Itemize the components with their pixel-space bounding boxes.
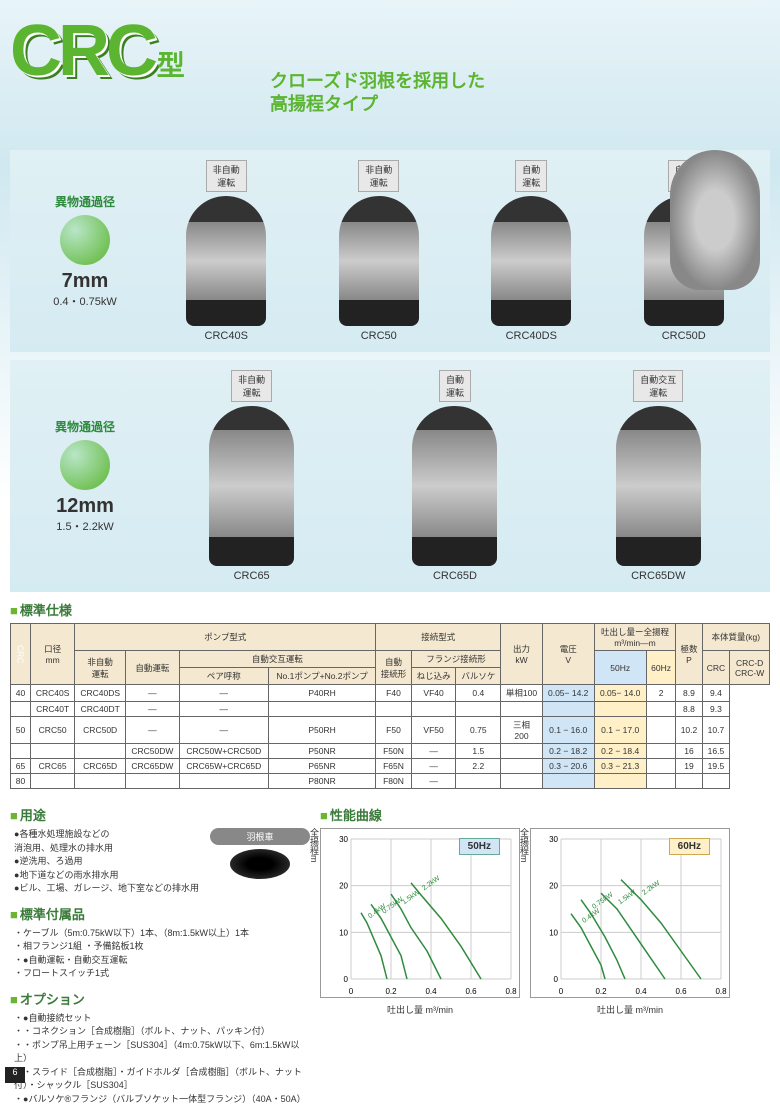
chart-60Hz: 全揚程m 00.20.40.60.801020300.4kW0.75kW1.5k… (530, 828, 730, 1016)
product-label: 自動運転 (515, 160, 547, 192)
spec-badge-12mm: 異物通過径 12mm 1.5・2.2kW (20, 418, 150, 534)
spec-heading: 標準仕様 (10, 600, 770, 619)
product-name: CRC50 (319, 330, 439, 342)
svg-text:0: 0 (349, 987, 354, 996)
product-label: 非自動運転 (206, 160, 247, 192)
crc-mascot-icon (670, 150, 760, 290)
product-name: CRC65DW (598, 570, 718, 582)
charts-title: 性能曲線 (320, 805, 770, 824)
products-row-2: 非自動運転 CRC65 自動運転 CRC65D 自動交互運転 CRC65DW (150, 370, 760, 582)
product-name: CRC40DS (471, 330, 591, 342)
impeller-icon (230, 849, 290, 879)
accessories-title: 標準付属品 (10, 904, 310, 923)
usage-list: 各種水処理施設などの消泡用、処理水の排水用逆洗用、ろ過用地下道などの雨水排水用ビ… (10, 828, 210, 896)
svg-text:10: 10 (549, 928, 558, 937)
product-section-7mm: 異物通過径 7mm 0.4・0.75kW 非自動運転 CRC40S 非自動運転 … (10, 150, 770, 352)
svg-text:0.2: 0.2 (595, 987, 607, 996)
product-label: 自動交互運転 (633, 370, 683, 402)
crc-logo: CRC (10, 11, 154, 91)
svg-text:0.8: 0.8 (715, 987, 727, 996)
spec-circle-icon (60, 215, 110, 265)
product-name: CRC65 (192, 570, 312, 582)
performance-charts: 全揚程m 00.20.40.60.801020300.4kW0.75kW1.5k… (320, 828, 770, 1016)
pump-icon (209, 406, 294, 566)
product-item: 非自動運転 CRC65 (192, 370, 312, 582)
product-label: 非自動運転 (231, 370, 272, 402)
svg-text:0.6: 0.6 (465, 987, 477, 996)
svg-text:0: 0 (554, 975, 559, 984)
product-label: 非自動運転 (358, 160, 399, 192)
product-item: 非自動運転 CRC50 (319, 160, 439, 342)
svg-text:2.2kW: 2.2kW (641, 879, 662, 896)
product-item: 自動運転 CRC65D (395, 370, 515, 582)
svg-text:0.2: 0.2 (385, 987, 397, 996)
pump-icon (616, 406, 701, 566)
options-title: オプション (10, 989, 310, 1008)
usage-title: 用途 (10, 805, 310, 824)
products-row-1: 非自動運転 CRC40S 非自動運転 CRC50 自動運転 CRC40DS 自動… (150, 160, 760, 342)
product-item: 自動運転 CRC40DS (471, 160, 591, 342)
product-name: CRC65D (395, 570, 515, 582)
svg-text:30: 30 (339, 835, 348, 844)
svg-text:30: 30 (549, 835, 558, 844)
svg-text:0.6: 0.6 (675, 987, 687, 996)
header: CRC 型 クローズド羽根を採用した 高揚程タイプ (10, 10, 770, 150)
product-item: 自動交互運転 CRC65DW (598, 370, 718, 582)
svg-text:1.5kW: 1.5kW (617, 889, 638, 906)
impeller-label: 羽根車 (210, 828, 310, 845)
svg-text:0.8: 0.8 (505, 987, 517, 996)
pump-icon (339, 196, 419, 326)
product-item: 非自動運転 CRC40S (166, 160, 286, 342)
product-section-12mm: 異物通過径 12mm 1.5・2.2kW 非自動運転 CRC65 自動運転 CR… (10, 360, 770, 592)
svg-text:20: 20 (339, 882, 348, 891)
svg-text:0.4: 0.4 (635, 987, 647, 996)
subtitle: クローズド羽根を採用した 高揚程タイプ (270, 70, 485, 117)
pump-icon (491, 196, 571, 326)
pump-icon (412, 406, 497, 566)
product-name: CRC40S (166, 330, 286, 342)
chart-50Hz: 全揚程m 00.20.40.60.801020300.4kW0.75kW1.5k… (320, 828, 520, 1016)
spec-circle-icon (60, 440, 110, 490)
type-suffix: 型 (157, 50, 185, 81)
svg-text:0: 0 (344, 975, 349, 984)
spec-badge-7mm: 異物通過径 7mm 0.4・0.75kW (20, 193, 150, 309)
svg-text:0.4: 0.4 (425, 987, 437, 996)
product-label: 自動運転 (439, 370, 471, 402)
svg-text:0.4kW: 0.4kW (581, 907, 602, 924)
product-name: CRC50D (624, 330, 744, 342)
accessories-list: ケーブル（5m:0.75kW以下）1本、（8m:1.5kW以上）1本相フランジ1… (10, 927, 310, 981)
options-list: ●自動接続セット・コネクション［合成樹脂］（ボルト、ナット、パッキン付）・ポンプ… (10, 1012, 310, 1107)
svg-text:20: 20 (549, 882, 558, 891)
spec-table: CRC 口径mm ポンプ型式 接続型式 出力kW 電圧V 吐出し量ー全揚程m³/… (10, 623, 770, 789)
pump-icon (186, 196, 266, 326)
svg-text:10: 10 (339, 928, 348, 937)
svg-text:0: 0 (559, 987, 564, 996)
page-number: 6 (5, 1067, 25, 1083)
